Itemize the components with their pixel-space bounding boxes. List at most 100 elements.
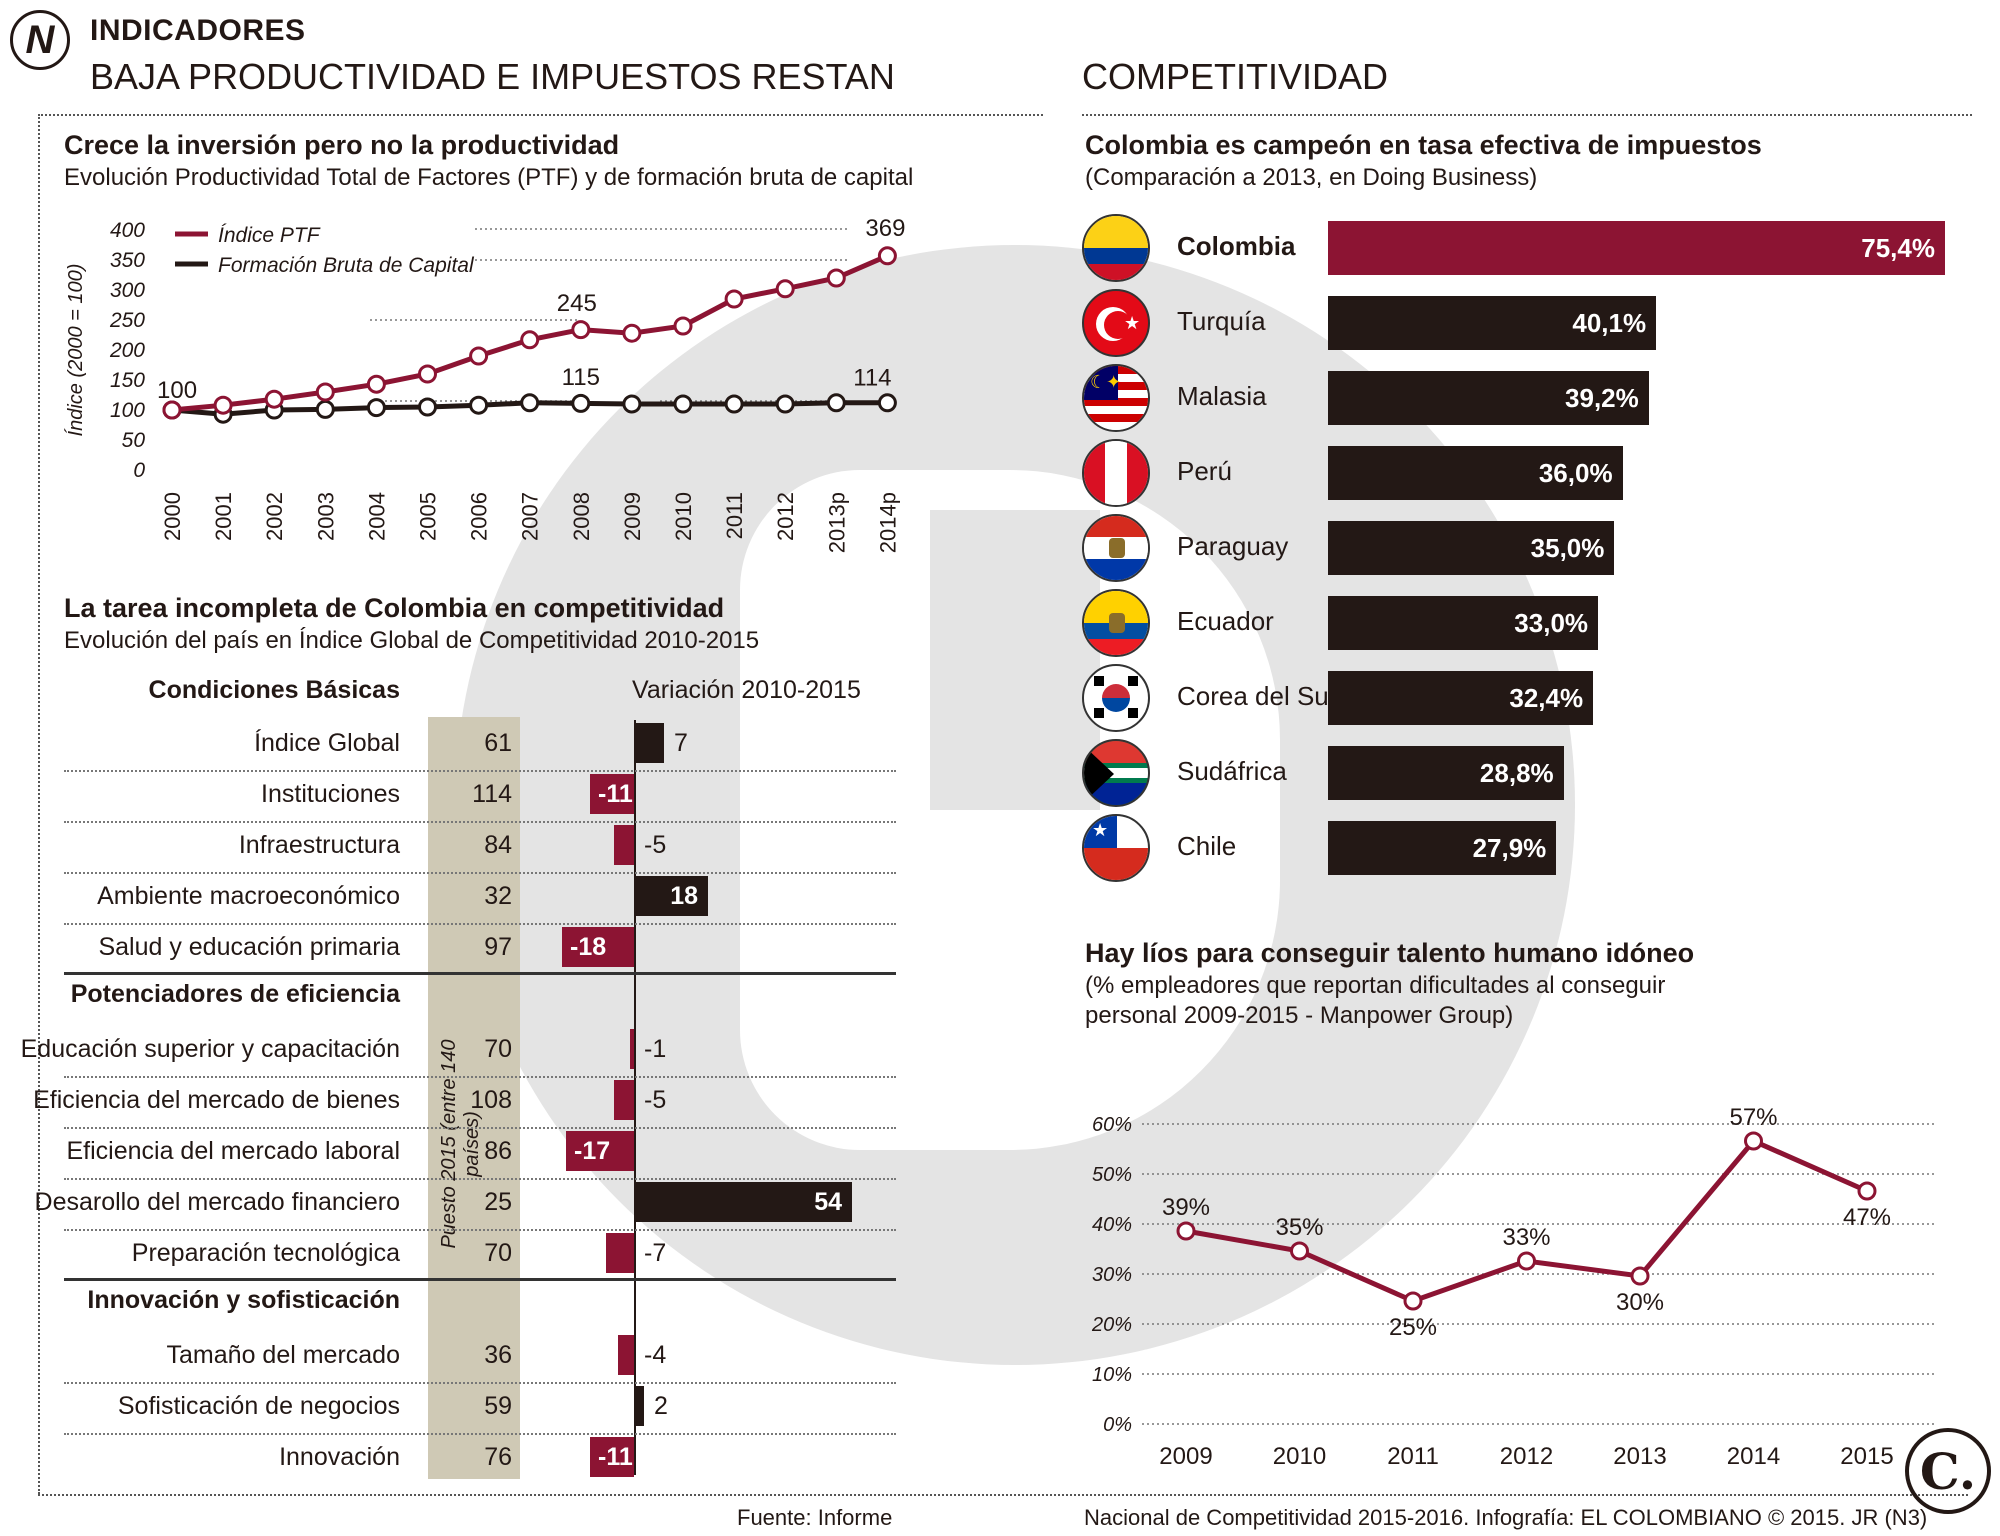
- variation-bar: [614, 825, 634, 865]
- comp-row-rank: 59: [484, 1392, 512, 1420]
- series-point: [622, 323, 642, 343]
- ptf-ytick: 50: [122, 429, 146, 452]
- content-frame: [38, 114, 1970, 1494]
- flag-trigram: [1128, 708, 1138, 718]
- flag-icon: [1082, 439, 1150, 507]
- series-point: [775, 279, 795, 299]
- variation-bar: [614, 1080, 634, 1120]
- talent-point: [1517, 1251, 1536, 1271]
- rank-column: [428, 717, 520, 1479]
- flag-trigram: [1094, 708, 1104, 718]
- flag-stripe: [1084, 414, 1148, 422]
- headline-right: COMPETITIVIDAD: [1082, 56, 1389, 97]
- tax-bar: 36,0%: [1328, 446, 1623, 500]
- ptf-xtick: 2004: [364, 492, 389, 541]
- variation-bar: -17: [566, 1131, 634, 1171]
- ptf-ytick: 350: [110, 249, 145, 272]
- comp-group-header: Condiciones Básicas: [148, 676, 400, 704]
- series-point: [366, 398, 386, 418]
- comp-row-rank: 76: [484, 1443, 512, 1471]
- comp-row-rank: 61: [484, 729, 512, 757]
- flag-canton: [1084, 366, 1118, 400]
- talent-data-label: 30%: [1616, 1289, 1664, 1316]
- flag-emblem: [1109, 538, 1125, 558]
- row-divider: [64, 1127, 896, 1129]
- flag-icon: [1082, 514, 1150, 582]
- series-point: [469, 346, 489, 366]
- flag-band: [1126, 441, 1148, 505]
- variation-bar: [636, 723, 664, 763]
- comp-row-rank: 86: [484, 1137, 512, 1165]
- flag-band: [1105, 441, 1127, 505]
- comp-row-rank: 32: [484, 882, 512, 910]
- row-divider: [64, 1229, 896, 1231]
- flag-band: [1084, 848, 1148, 880]
- series-point: [418, 364, 437, 384]
- series-point: [826, 393, 846, 413]
- ptf-annotation: 115: [562, 364, 600, 391]
- ptf-ytick: 0: [133, 459, 145, 482]
- talent-subtitle-2: personal 2009-2015 - Manpower Group): [1085, 1002, 1514, 1029]
- ptf-subtitle: Evolución Productividad Total de Factore…: [64, 164, 914, 191]
- tax-bar: 33,0%: [1328, 596, 1599, 650]
- flag-star: ★: [1092, 820, 1109, 840]
- tax-bar: 27,9%: [1328, 821, 1557, 875]
- talent-xtick: 2015: [1840, 1443, 1893, 1470]
- watermark-bar: [930, 510, 1100, 810]
- variation-bar: [630, 1029, 634, 1069]
- footer-credit: Nacional de Competitividad 2015-2016. In…: [1084, 1505, 1928, 1530]
- legend-label-1: Formación Bruta de Capital: [218, 254, 475, 277]
- ptf-annotation: 245: [557, 290, 597, 317]
- series-point: [775, 394, 795, 414]
- group-label: Innovación y sofisticación: [87, 1286, 400, 1314]
- series-point: [520, 393, 540, 413]
- group-divider: [64, 972, 896, 975]
- tax-bar: 75,4%: [1328, 221, 1945, 275]
- comp-row-label: Desarollo del mercado financiero: [34, 1188, 400, 1216]
- row-divider: [64, 1382, 896, 1384]
- comp-row-label: Educación superior y capacitación: [20, 1035, 400, 1063]
- variation-bar: -11: [590, 1437, 634, 1477]
- talent-data-label: 47%: [1843, 1204, 1891, 1231]
- comp-row-rank: 25: [484, 1188, 512, 1216]
- ptf-ytick: 150: [110, 369, 145, 392]
- series-point: [264, 389, 284, 409]
- talent-point: [1176, 1221, 1196, 1241]
- talent-ytick: 40%: [1092, 1214, 1132, 1236]
- series-point: [213, 395, 233, 415]
- variation-value: -5: [644, 1086, 667, 1114]
- talent-ytick: 60%: [1092, 1114, 1132, 1136]
- series-point: [724, 394, 744, 414]
- series-point: [366, 374, 386, 394]
- talent-ytick: 30%: [1092, 1264, 1132, 1286]
- series-point: [877, 393, 897, 413]
- flag-trigram: [1094, 676, 1104, 686]
- flag-crescent-cut: [1104, 311, 1132, 339]
- variation-bar: 54: [636, 1182, 852, 1222]
- talent-data-label: 25%: [1389, 1314, 1437, 1341]
- ptf-ytick: 300: [110, 279, 145, 302]
- variation-bar: -11: [590, 774, 634, 814]
- talent-xtick: 2014: [1727, 1443, 1780, 1470]
- comp-row-rank: 70: [484, 1239, 512, 1267]
- ptf-xtick: 2007: [518, 492, 543, 541]
- comp-row-label: Infraestructura: [238, 831, 400, 859]
- talent-chart: 0% 10% 20% 30% 40% 50% 60% 2009 2010 2011 2012 2013…: [1091, 1104, 1936, 1470]
- flag-icon: [1082, 589, 1150, 657]
- comp-title: La tarea incompleta de Colombia en compe…: [64, 593, 725, 623]
- flag-icon: ☾✦: [1082, 364, 1150, 432]
- variation-value: -4: [644, 1341, 667, 1369]
- flag-stripe: [1084, 406, 1148, 414]
- country-name: Colombia: [1177, 231, 1296, 261]
- flag-icon: ★: [1082, 289, 1150, 357]
- talent-point: [1290, 1241, 1309, 1261]
- talent-data-label: 33%: [1502, 1224, 1550, 1251]
- talent-xtick: 2011: [1387, 1443, 1439, 1470]
- comp-row-rank: 114: [472, 780, 512, 808]
- row-divider: [64, 1076, 896, 1078]
- flag-taeguk: [1102, 684, 1130, 712]
- talent-ytick: 20%: [1091, 1314, 1132, 1336]
- comp-axis-line: [634, 720, 636, 1475]
- series-point: [571, 393, 591, 413]
- ptf-xtick: 2002: [262, 492, 287, 541]
